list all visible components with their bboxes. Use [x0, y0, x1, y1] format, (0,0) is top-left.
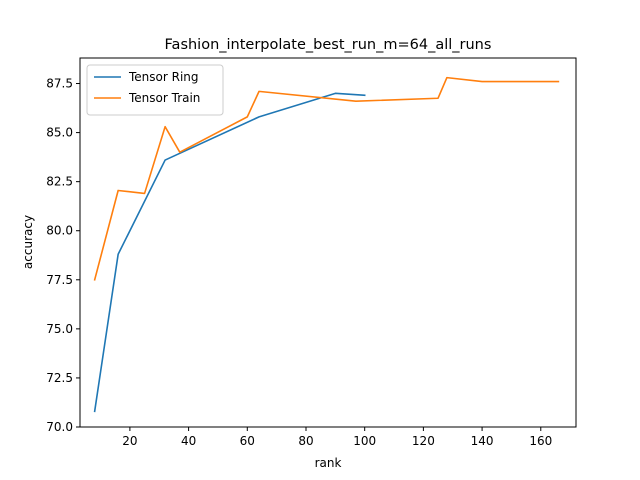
- y-tick-label: 82.5: [46, 175, 73, 189]
- x-axis: 20 40 60 80 100 120 140 160: [122, 427, 552, 448]
- y-tick-label: 87.5: [46, 77, 73, 91]
- y-tick-label: 85.0: [46, 126, 73, 140]
- chart-title: Fashion_interpolate_best_run_m=64_all_ru…: [165, 37, 492, 53]
- legend-label: Tensor Train: [128, 91, 200, 105]
- y-tick-label: 75.0: [46, 322, 73, 336]
- x-tick-label: 60: [240, 434, 255, 448]
- x-tick-label: 140: [471, 434, 494, 448]
- series-line-tensor-ring: [93, 92, 366, 413]
- plot-frame: [79, 57, 577, 428]
- x-tick-label: 40: [181, 434, 196, 448]
- legend: Tensor Ring Tensor Train: [86, 64, 224, 116]
- y-tick-label: 80.0: [46, 224, 73, 238]
- legend-label: Tensor Ring: [128, 70, 199, 84]
- x-tick-label: 100: [353, 434, 376, 448]
- y-axis-label: accuracy: [21, 215, 35, 269]
- series-line-tensor-train: [93, 76, 560, 281]
- x-tick-label: 120: [412, 434, 435, 448]
- y-tick-label: 70.0: [46, 420, 73, 434]
- x-tick-label: 80: [298, 434, 313, 448]
- y-axis: 70.0 72.5 75.0 77.5 80.0 82.5 85.0 87.5: [46, 77, 80, 434]
- x-axis-label: rank: [315, 456, 342, 470]
- x-tick-label: 160: [529, 434, 552, 448]
- series-layer: [93, 76, 560, 413]
- x-tick-label: 20: [122, 434, 137, 448]
- y-tick-label: 77.5: [46, 273, 73, 287]
- y-tick-label: 72.5: [46, 371, 73, 385]
